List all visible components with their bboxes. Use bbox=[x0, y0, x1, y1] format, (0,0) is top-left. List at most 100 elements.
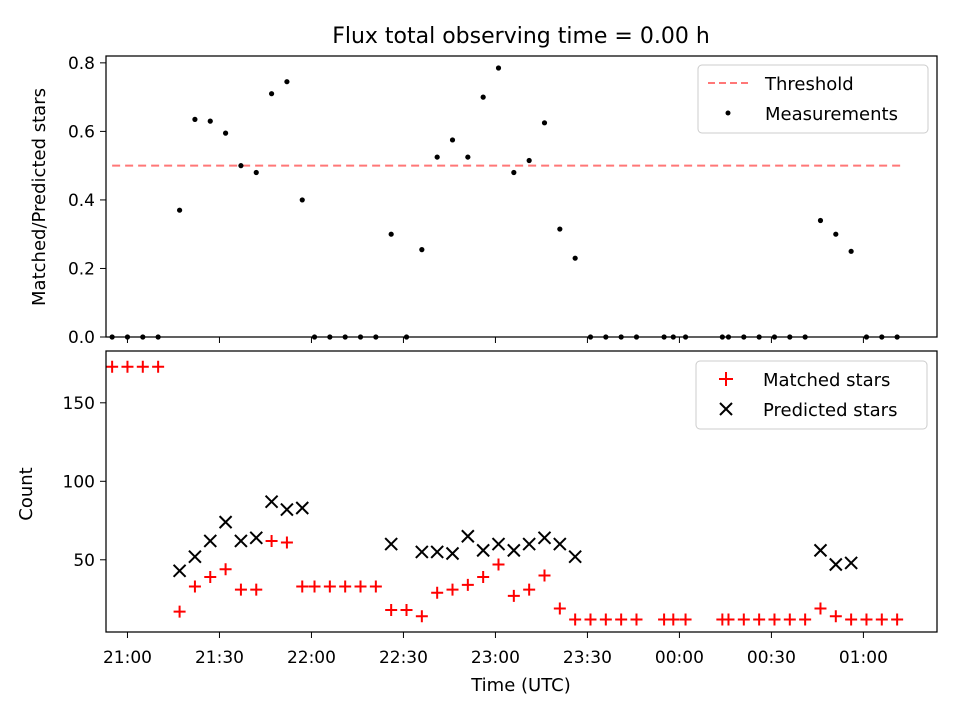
predicted-star-point bbox=[537, 531, 552, 545]
matched-star-point bbox=[630, 613, 643, 626]
matched-star-point bbox=[492, 558, 505, 571]
predicted-star-point bbox=[384, 537, 398, 551]
predicted-star-point bbox=[218, 515, 233, 529]
predicted-star-point bbox=[430, 545, 444, 559]
top-legend: Threshold Measurements bbox=[697, 64, 929, 134]
matched-star-point bbox=[783, 613, 796, 626]
measurements-legend-swatch bbox=[725, 110, 731, 116]
predicted-star-point bbox=[203, 534, 217, 548]
matched-star-point bbox=[234, 583, 247, 596]
chart-title: Flux total observing time = 0.00 h bbox=[332, 24, 710, 49]
bottom-y-tick-label: 100 bbox=[63, 472, 95, 492]
matched-star-point bbox=[814, 602, 827, 615]
measurement-point bbox=[465, 154, 471, 160]
matched-star-point bbox=[553, 602, 566, 615]
top-legend-box bbox=[697, 64, 929, 134]
matched-star-point bbox=[369, 580, 382, 593]
bottom-y-tick-label: 50 bbox=[73, 551, 95, 571]
matched-star-point bbox=[679, 613, 692, 626]
matched-star-point bbox=[400, 604, 413, 617]
bottom-legend: Matched stars Predicted stars bbox=[695, 360, 928, 430]
predicted-star-point bbox=[188, 549, 202, 564]
measurement-point bbox=[176, 207, 183, 213]
matched-star-point bbox=[538, 569, 551, 582]
predicted-legend-label: Predicted stars bbox=[763, 400, 897, 421]
matched-star-point bbox=[219, 563, 232, 576]
top-y-axis: 0.0 0.2 0.4 0.6 0.8 bbox=[68, 54, 106, 348]
bottom-plot-area bbox=[106, 360, 904, 626]
measurement-point bbox=[495, 65, 502, 71]
matched-star-point bbox=[599, 613, 612, 626]
predicted-star-point bbox=[476, 543, 490, 558]
predicted-star-point bbox=[249, 531, 263, 545]
measurement-point bbox=[526, 157, 532, 164]
bottom-x-tick-label: 21:00 bbox=[103, 648, 152, 668]
measurements-legend-label: Measurements bbox=[765, 104, 898, 125]
matched-star-point bbox=[523, 583, 536, 596]
predicted-legend-swatch bbox=[719, 402, 733, 416]
bottom-x-tick-label: 23:00 bbox=[471, 648, 520, 668]
top-y-tick-label: 0.0 bbox=[68, 328, 95, 348]
measurement-point bbox=[541, 120, 548, 126]
measurement-point bbox=[833, 231, 839, 237]
matched-star-point bbox=[799, 613, 812, 626]
measurement-point bbox=[299, 197, 305, 203]
matched-star-point bbox=[173, 605, 186, 618]
bottom-x-tick-label: 23:30 bbox=[563, 648, 612, 668]
matched-star-point bbox=[431, 586, 444, 599]
measurement-point bbox=[434, 154, 440, 160]
bottom-panel: 50 100 150 21:00 21:30 22:00 22:30 23:00 23:30 0… bbox=[16, 350, 938, 696]
predicted-star-point bbox=[813, 543, 828, 558]
predicted-star-point bbox=[844, 556, 858, 570]
top-axes-frame bbox=[105, 55, 938, 338]
predicted-star-point bbox=[264, 494, 279, 509]
predicted-star-point bbox=[491, 537, 506, 551]
matched-star-point bbox=[875, 613, 888, 626]
matched-star-point bbox=[753, 613, 766, 626]
predicted-star-point bbox=[280, 502, 294, 517]
measurement-point bbox=[449, 137, 456, 143]
matched-star-point bbox=[265, 534, 278, 547]
bottom-x-tick-label: 21:30 bbox=[195, 648, 244, 668]
predicted-star-point bbox=[829, 557, 843, 572]
bottom-y-tick-label: 150 bbox=[63, 394, 95, 414]
predicted-star-point bbox=[461, 529, 475, 543]
predicted-star-point bbox=[507, 543, 521, 558]
matched-star-point bbox=[250, 583, 263, 596]
matched-star-point bbox=[829, 610, 842, 623]
matched-star-point bbox=[152, 360, 165, 373]
measurement-point bbox=[511, 169, 517, 176]
matched-star-point bbox=[204, 571, 217, 584]
threshold-legend-label: Threshold bbox=[764, 74, 854, 95]
matched-star-point bbox=[860, 613, 873, 626]
measurement-point bbox=[207, 118, 213, 124]
predicted-star-point bbox=[568, 549, 582, 564]
bottom-y-axis: 50 100 150 bbox=[63, 394, 106, 571]
measurement-point bbox=[268, 91, 275, 97]
matched-star-point bbox=[667, 613, 680, 626]
matched-star-point bbox=[768, 613, 781, 626]
bottom-y-axis-label: Count bbox=[16, 467, 37, 520]
matched-star-point bbox=[188, 580, 201, 593]
matched-star-point bbox=[569, 613, 582, 626]
matched-star-point bbox=[354, 580, 367, 593]
bottom-legend-box bbox=[695, 360, 928, 430]
measurement-point bbox=[238, 163, 244, 169]
top-y-tick-label: 0.4 bbox=[68, 191, 95, 211]
matched-star-point bbox=[722, 613, 735, 626]
matched-star-point bbox=[308, 580, 321, 593]
matched-star-point bbox=[891, 613, 904, 626]
bottom-x-tick-label: 22:30 bbox=[379, 648, 428, 668]
measurement-point bbox=[572, 255, 578, 261]
predicted-star-point bbox=[172, 564, 187, 578]
measurement-point bbox=[480, 94, 486, 100]
measurement-point bbox=[557, 226, 563, 232]
predicted-star-point bbox=[415, 545, 429, 559]
bottom-x-tick-label: 22:00 bbox=[287, 648, 336, 668]
matched-star-point bbox=[415, 610, 428, 623]
measurement-point bbox=[848, 248, 854, 254]
matched-star-point bbox=[584, 613, 597, 626]
top-panel: Flux total observing time = 0.00 h 0.00.… bbox=[29, 24, 938, 348]
matched-legend-swatch bbox=[719, 372, 733, 386]
matched-star-point bbox=[615, 613, 628, 626]
